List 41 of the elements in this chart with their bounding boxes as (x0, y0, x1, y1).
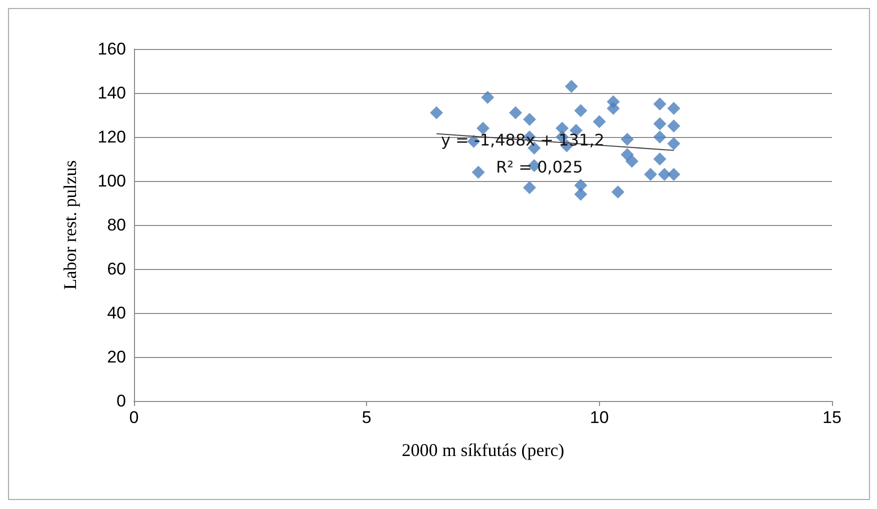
x-axis-title: 2000 m síkfutás (perc) (402, 440, 564, 460)
x-tick-label: 0 (129, 408, 139, 427)
point (574, 104, 588, 118)
point (611, 186, 624, 198)
point (606, 102, 620, 115)
point (620, 148, 634, 162)
point (509, 106, 522, 120)
point (667, 137, 680, 150)
point (523, 181, 536, 194)
point (430, 106, 443, 120)
point (592, 115, 606, 128)
point (667, 168, 680, 181)
x-tick-label: 10 (590, 408, 609, 427)
y-tick-label: 0 (116, 392, 126, 410)
x-tick-label: 5 (362, 408, 372, 427)
point (653, 98, 666, 110)
y-tick-label: 160 (98, 40, 126, 58)
point (644, 168, 658, 181)
y-tick-label: 120 (98, 128, 126, 146)
point (481, 90, 494, 104)
point (574, 188, 588, 201)
point (658, 168, 671, 181)
point (667, 120, 680, 132)
annotation: R² = 0,025 (496, 158, 583, 176)
point (472, 166, 485, 179)
y-tick-label: 140 (98, 84, 126, 102)
point (523, 112, 536, 126)
point (620, 132, 634, 146)
y-tick-label: 80 (107, 216, 126, 234)
point (653, 117, 666, 130)
y-tick-label: 40 (107, 304, 126, 322)
y-tick-label: 20 (107, 348, 126, 366)
point (653, 152, 666, 166)
y-axis-title: Labor rest. pulzus (60, 160, 80, 290)
point (625, 154, 638, 168)
point (564, 80, 578, 93)
y-tick-label: 100 (98, 172, 126, 190)
point (653, 130, 666, 144)
point (667, 102, 680, 115)
y-tick-label: 60 (107, 260, 126, 278)
x-tick-label: 15 (822, 408, 842, 427)
